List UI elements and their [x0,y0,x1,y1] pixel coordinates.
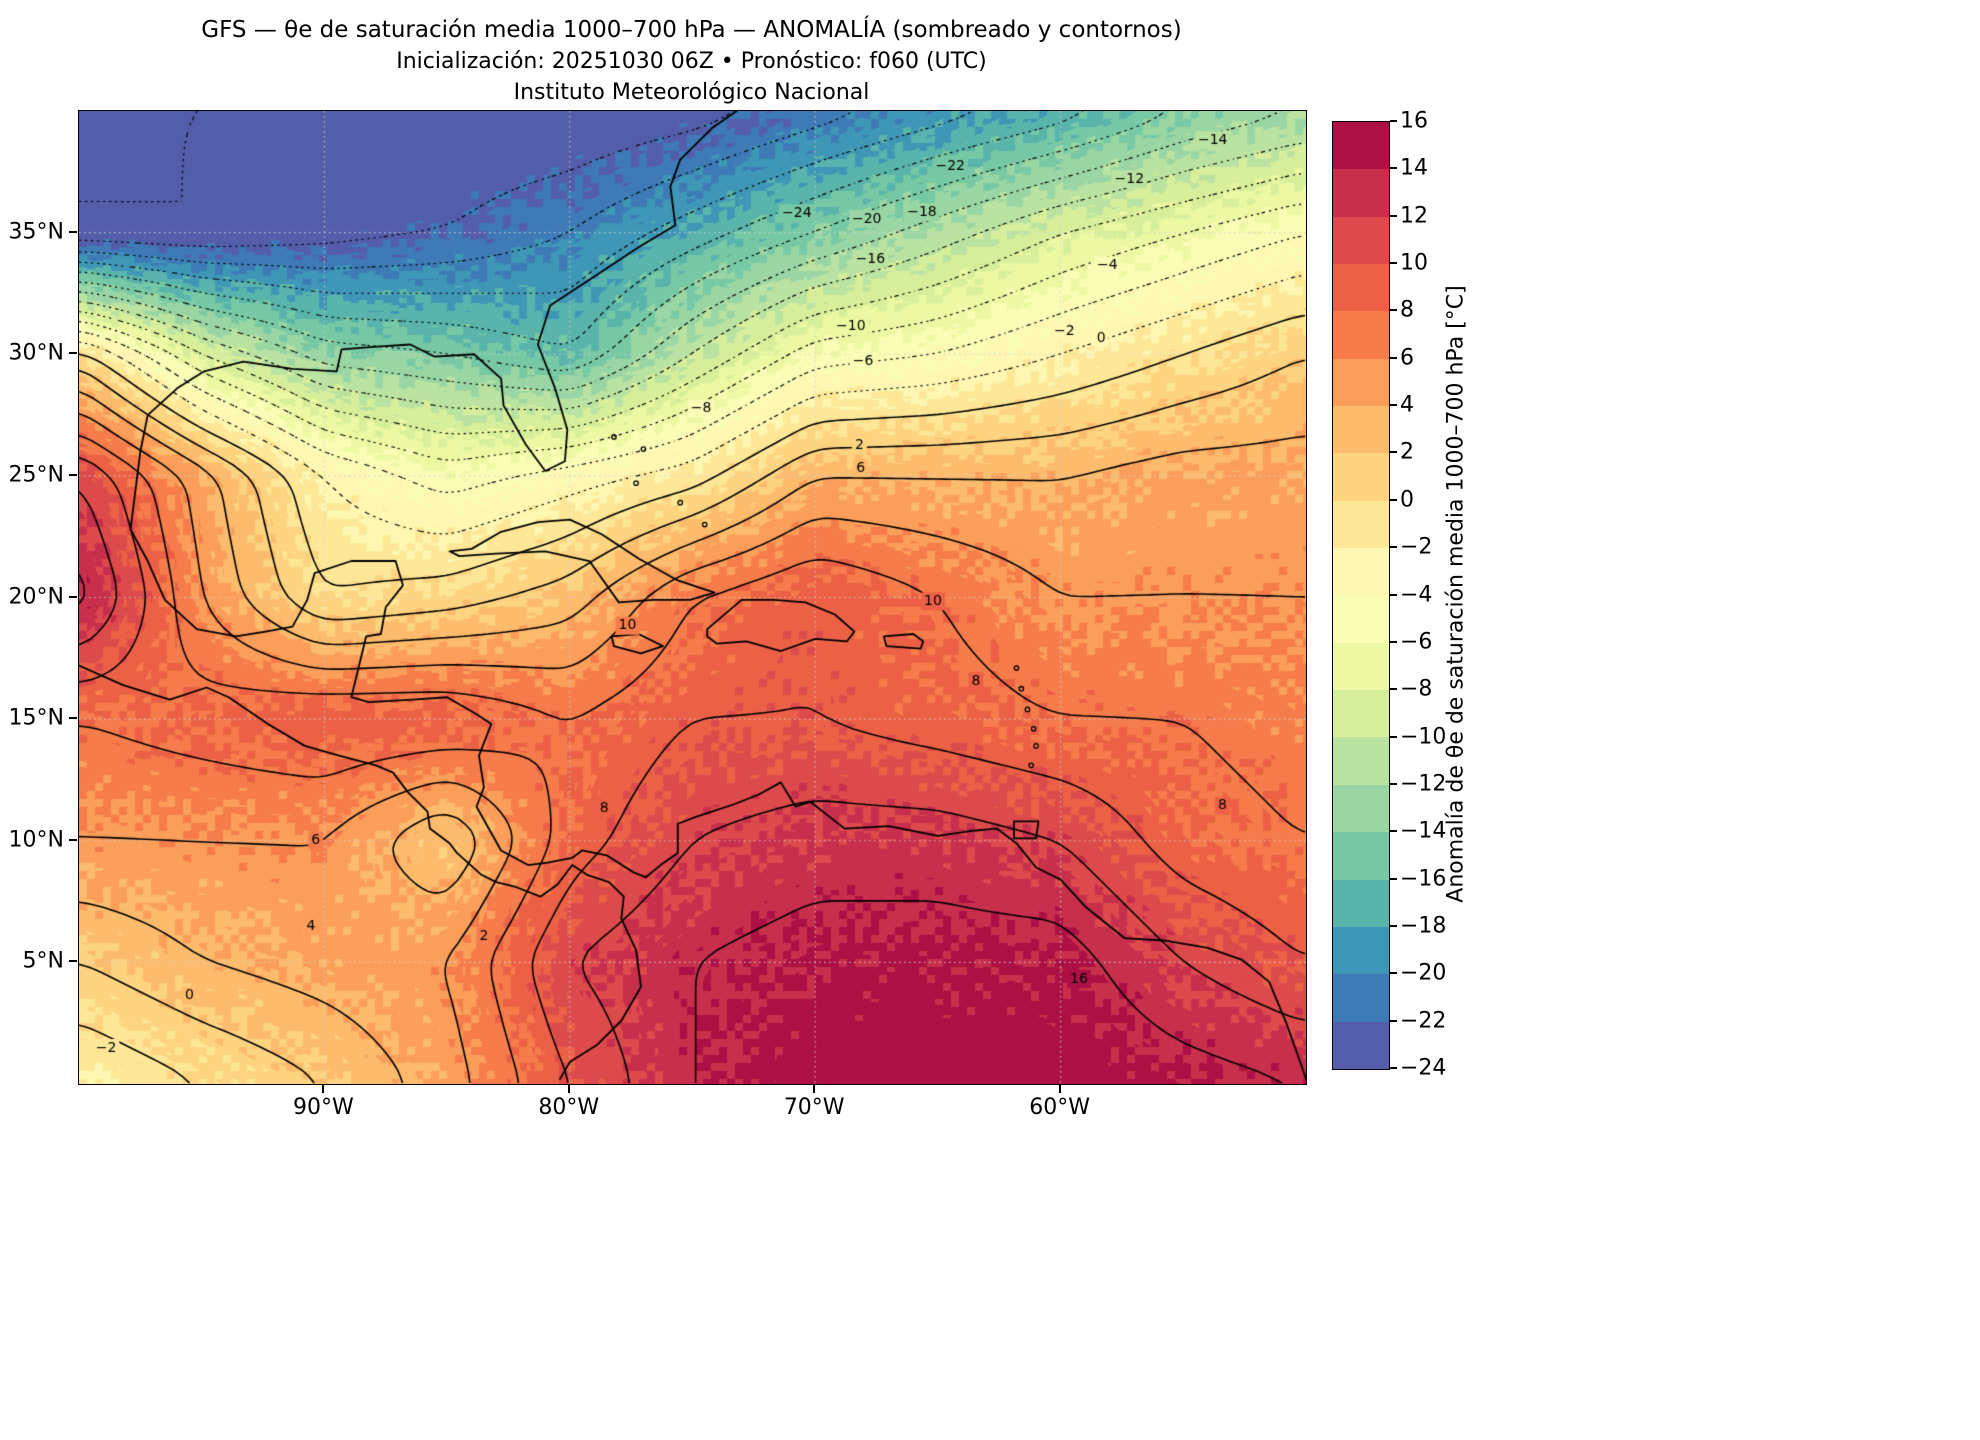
colorbar-tick-label: 0 [1400,487,1414,513]
colorbar-tick-mark [1389,877,1397,880]
colorbar-segment [1333,500,1389,549]
colorbar-tick-label: 16 [1400,108,1428,134]
colorbar-segment [1333,974,1389,1022]
colorbar-tick-label: −4 [1400,582,1433,607]
colorbar-tick-label: 10 [1400,250,1428,276]
colorbar-segment [1333,453,1389,501]
y-tick-label: 25°N [8,462,64,488]
colorbar-tick-label: 14 [1400,155,1428,181]
colorbar-tick-mark [1389,688,1397,691]
colorbar [1332,121,1390,1070]
colorbar-tick-mark [1389,309,1397,312]
y-tick-mark [69,352,77,355]
x-tick-label: 70°W [783,1095,845,1120]
colorbar-segment [1333,311,1389,359]
y-tick-mark [69,595,77,598]
colorbar-tick-mark [1389,451,1397,454]
colorbar-segment [1333,1021,1389,1069]
anomaly-field-canvas [79,111,1306,1084]
colorbar-tick-label: −12 [1400,771,1447,797]
colorbar-tick-mark [1389,640,1397,643]
x-tick-mark [567,1084,570,1093]
colorbar-tick-label: −20 [1400,960,1447,986]
y-tick-label: 10°N [8,827,64,853]
x-tick-label: 60°W [1029,1095,1090,1120]
colorbar-tick-mark [1389,593,1397,596]
colorbar-segment [1333,264,1389,312]
colorbar-tick-label: 4 [1400,392,1414,418]
colorbar-segment [1333,784,1389,833]
colorbar-tick-label: −14 [1400,818,1447,844]
colorbar-tick-label: −10 [1400,724,1447,750]
colorbar-tick-label: −6 [1400,629,1433,655]
x-tick-label: 80°W [538,1095,600,1120]
colorbar-label: Anomalía de θe de saturación media 1000–… [1443,285,1469,903]
colorbar-segment [1333,169,1389,217]
colorbar-tick-mark [1389,404,1397,407]
colorbar-tick-mark [1389,214,1397,217]
y-tick-mark [69,717,77,720]
colorbar-segment [1333,832,1389,880]
colorbar-tick-label: −18 [1400,913,1447,939]
y-tick-label: 30°N [8,340,64,366]
x-tick-label: 90°W [293,1095,354,1120]
colorbar-tick-mark [1389,1019,1397,1022]
x-tick-mark [1058,1084,1061,1093]
x-tick-mark [813,1084,816,1093]
colorbar-tick-label: 6 [1400,345,1414,371]
colorbar-segment [1333,690,1389,738]
colorbar-tick-mark [1389,830,1397,833]
colorbar-tick-mark [1389,120,1397,122]
map-plot-area [78,110,1307,1085]
title-block: GFS — θe de saturación media 1000–700 hP… [78,14,1305,108]
y-tick-mark [69,230,77,233]
y-tick-label: 5°N [22,948,64,974]
x-tick-mark [322,1084,325,1093]
colorbar-segment [1333,122,1389,170]
colorbar-tick-mark [1389,972,1397,975]
colorbar-tick-label: 12 [1400,203,1428,229]
chart-subtitle: Inicialización: 20251030 06Z • Pronóstic… [396,49,987,74]
y-tick-label: 15°N [8,705,64,731]
colorbar-segment [1333,216,1389,265]
colorbar-segment [1333,358,1389,407]
colorbar-tick-mark [1389,924,1397,927]
colorbar-tick-label: −16 [1400,866,1447,892]
y-tick-label: 20°N [8,584,64,609]
colorbar-tick-mark [1389,735,1397,738]
colorbar-tick-label: −22 [1400,1008,1447,1034]
colorbar-segment [1333,642,1389,691]
y-tick-label: 35°N [8,219,64,245]
colorbar-tick-mark [1389,498,1397,501]
chart-title: GFS — θe de saturación media 1000–700 hP… [201,17,1182,43]
colorbar-tick-label: 8 [1400,297,1414,323]
colorbar-segment [1333,926,1389,975]
colorbar-tick-label: 2 [1400,439,1414,465]
y-tick-mark [69,473,77,476]
colorbar-tick-mark [1389,546,1397,549]
colorbar-tick-mark [1389,782,1397,785]
colorbar-tick-mark [1389,167,1397,170]
colorbar-segment [1333,406,1389,454]
chart-institution: Instituto Meteorológico Nacional [513,80,870,105]
y-tick-mark [69,838,77,841]
colorbar-tick-mark [1389,262,1397,265]
colorbar-tick-label: −24 [1400,1055,1447,1081]
colorbar-segment [1333,737,1389,785]
colorbar-segment [1333,595,1389,643]
colorbar-tick-label: −2 [1400,534,1433,560]
colorbar-segment [1333,879,1389,927]
colorbar-tick-mark [1389,1067,1397,1069]
colorbar-tick-mark [1389,356,1397,359]
colorbar-segment [1333,548,1389,596]
colorbar-tick-label: −8 [1400,676,1433,702]
y-tick-mark [69,960,77,963]
